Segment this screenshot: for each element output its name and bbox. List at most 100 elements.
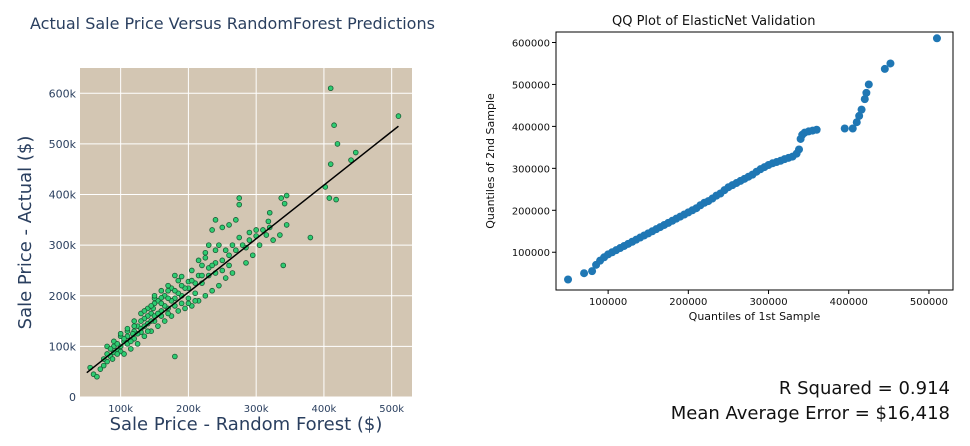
- scatter-point: [175, 277, 182, 284]
- x-tick-label: 400000: [830, 297, 868, 308]
- scatter-point: [249, 252, 256, 259]
- scatter-point: [121, 335, 127, 342]
- scatter-point: [158, 287, 165, 294]
- y-tick-label: 300000: [512, 164, 550, 175]
- x-axis-label: Sale Price - Random Forest ($): [110, 414, 383, 435]
- scatter-point: [280, 262, 287, 269]
- qq-point: [855, 111, 864, 120]
- y-tick-label: 100000: [512, 248, 550, 259]
- x-tick-label: 200k: [176, 404, 201, 415]
- scatter-point: [192, 298, 198, 304]
- scatter-point: [128, 346, 134, 352]
- scatter-point: [219, 267, 226, 274]
- y-tick-label: 0: [69, 391, 76, 404]
- x-tick-label: 400k: [311, 404, 336, 415]
- scatter-point: [172, 272, 178, 279]
- qq-point: [812, 125, 821, 134]
- scatter-point: [278, 195, 285, 201]
- scatter-point: [260, 227, 266, 233]
- scatter-point: [266, 209, 273, 216]
- scatter-point: [243, 260, 249, 266]
- scatter-point: [270, 237, 276, 243]
- y-tick-label: 200k: [49, 290, 77, 303]
- qq-point: [795, 145, 804, 154]
- scatter-point: [229, 270, 236, 276]
- scatter-point: [222, 275, 229, 281]
- x-tick-label: 100000: [589, 297, 627, 308]
- scatter-point: [182, 305, 188, 312]
- scatter-point: [188, 267, 195, 274]
- x-tick-label: 500k: [379, 404, 404, 415]
- y-tick-label: 400000: [512, 122, 550, 133]
- scatter-point: [226, 222, 232, 228]
- scatter-point: [236, 234, 243, 241]
- scatter-point: [161, 318, 168, 324]
- scatter-point: [107, 346, 114, 352]
- scatter-point: [307, 234, 314, 241]
- scatter-point: [256, 242, 263, 248]
- qq-point: [932, 34, 941, 43]
- y-axis-label: Quantiles of 2nd Sample: [484, 93, 497, 229]
- qq-point: [864, 80, 873, 89]
- y-tick-label: 600k: [49, 87, 77, 100]
- scatter-point: [331, 122, 337, 128]
- y-tick-label: 600000: [512, 38, 550, 49]
- scatter-point: [131, 318, 138, 324]
- scatter-point: [155, 323, 161, 329]
- scatter-point: [165, 287, 171, 294]
- scatter-point: [277, 232, 283, 238]
- scatter-point: [219, 224, 226, 231]
- scatter-point: [128, 338, 134, 345]
- qq-plot-chart: 100000 200000 300000 400000 500000 100000 2000…: [484, 31, 954, 323]
- qq-point: [580, 269, 589, 278]
- scatter-point: [216, 242, 222, 248]
- y-tick-label: 500k: [49, 138, 77, 151]
- scatter-point: [246, 229, 253, 236]
- scatter-point: [172, 353, 178, 360]
- scatter-point: [327, 85, 334, 92]
- scatter-point: [192, 290, 198, 297]
- qq-point: [857, 105, 866, 114]
- scatter-point: [97, 366, 104, 372]
- scatter-point: [209, 227, 215, 233]
- scatter-point: [265, 218, 272, 225]
- y-tick-label: 400k: [49, 189, 77, 202]
- scatter-point: [109, 356, 116, 362]
- scatter-point: [334, 141, 341, 147]
- scatter-point: [175, 308, 182, 314]
- qq-point: [852, 118, 861, 127]
- qq-point: [848, 124, 857, 133]
- scatter-point: [114, 341, 121, 347]
- qq-point: [862, 88, 871, 97]
- scatter-point: [165, 295, 171, 302]
- scatter-point: [165, 282, 171, 289]
- qq-point: [886, 59, 895, 68]
- y-tick-label: 100k: [49, 340, 77, 353]
- qq-point: [880, 64, 889, 73]
- scatter-point: [222, 247, 229, 254]
- r-squared-metric: R Squared = 0.914: [778, 378, 950, 399]
- qq-point: [840, 124, 849, 133]
- scatter-point: [134, 341, 141, 347]
- x-axis-label: Quantiles of 1st Sample: [689, 310, 821, 323]
- scatter-point: [348, 157, 354, 163]
- scatter-point: [151, 292, 158, 299]
- right-chart-title: QQ Plot of ElasticNet Validation: [612, 14, 816, 29]
- x-tick-label: 100k: [108, 404, 133, 415]
- scatter-point: [158, 294, 165, 301]
- mean-average-error-metric: Mean Average Error = $16,418: [670, 403, 950, 424]
- y-axis-label: Sale Price - Actual ($): [15, 136, 36, 330]
- left-scatter-chart: 100k 200k 300k 400k 500k 0 100k 200k 300k 400k 500…: [15, 68, 412, 435]
- scatter-point: [131, 323, 138, 329]
- scatter-point: [283, 192, 290, 199]
- scatter-point: [226, 262, 232, 269]
- scatter-point: [219, 257, 226, 264]
- scatter-point: [202, 255, 209, 261]
- scatter-point: [158, 300, 165, 307]
- scatter-point: [283, 222, 290, 228]
- scatter-point: [246, 237, 253, 243]
- scatter-point: [178, 273, 185, 280]
- scatter-point: [327, 161, 334, 167]
- y-tick-label: 500000: [512, 80, 550, 91]
- scatter-point: [395, 113, 402, 119]
